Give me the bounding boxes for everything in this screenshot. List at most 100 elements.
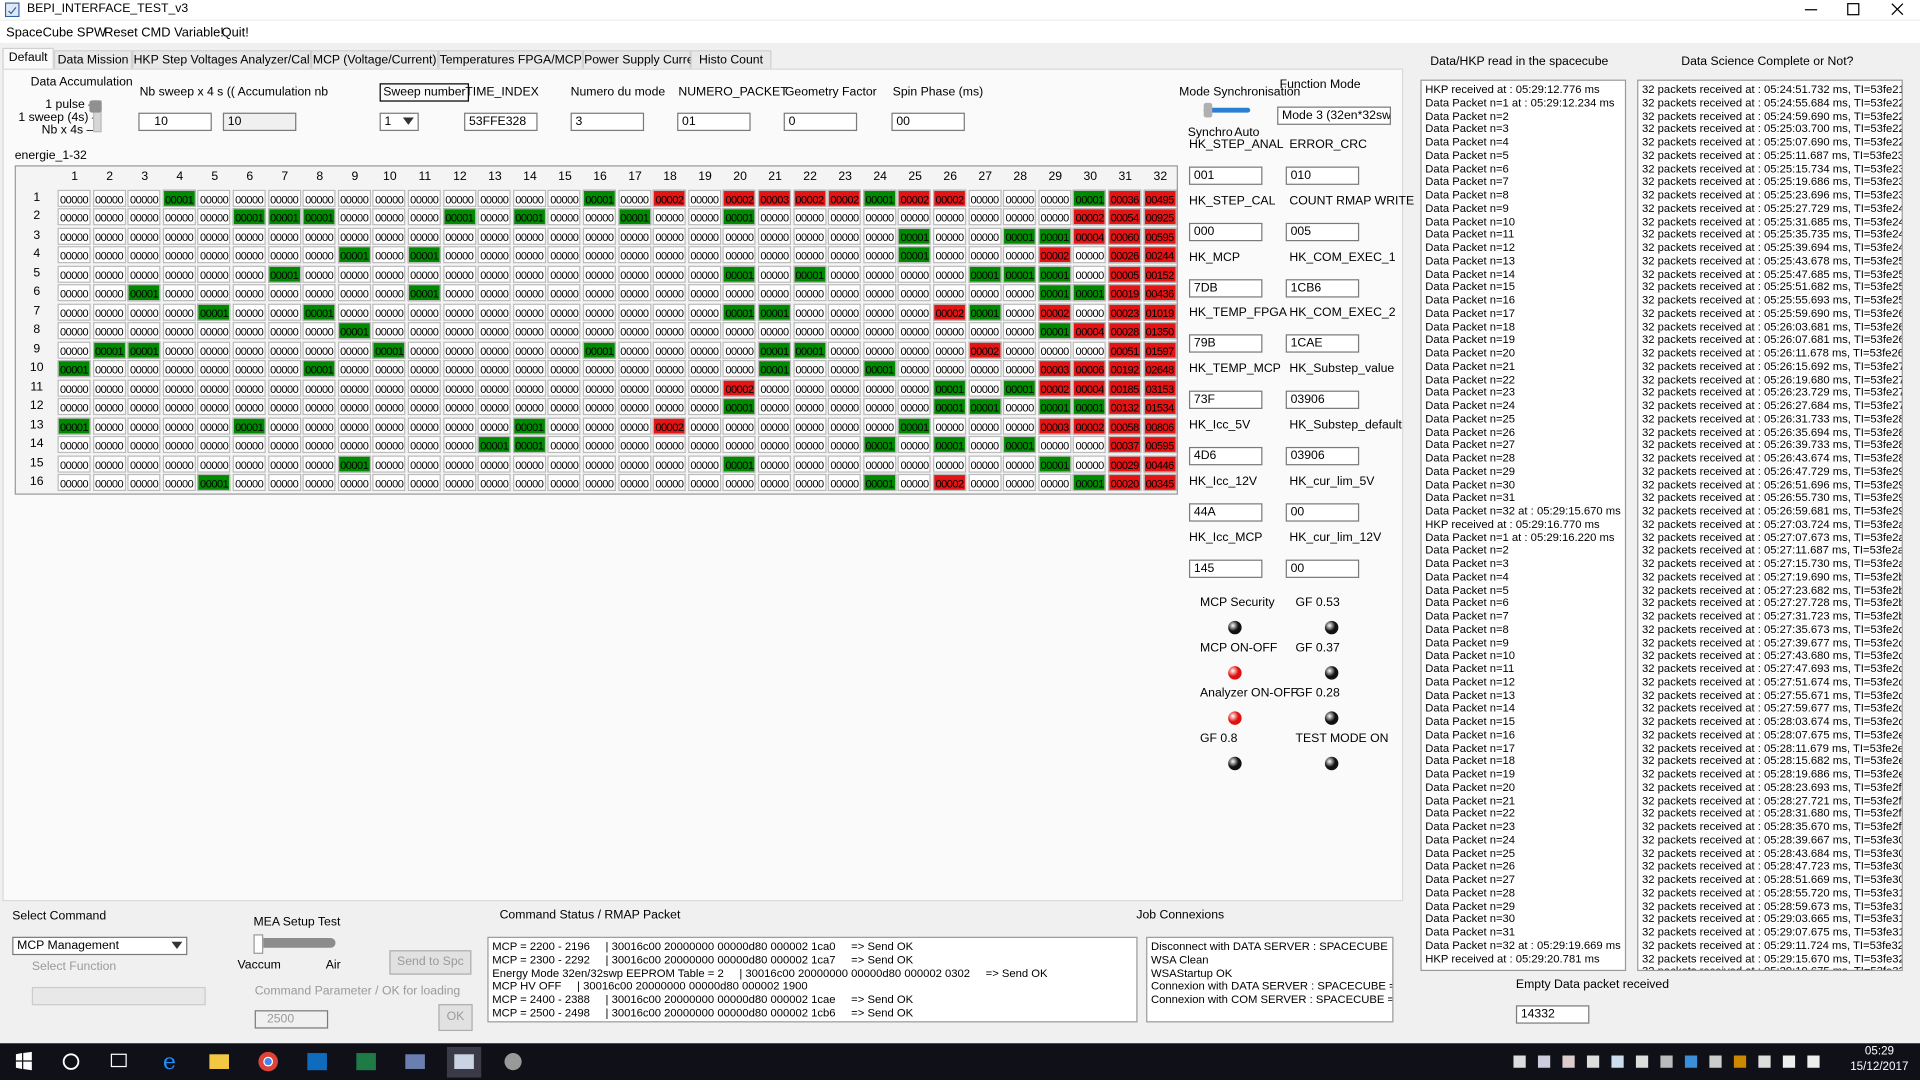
log-line: Data Packet n=30 bbox=[1425, 478, 1516, 491]
grid-cell: 00004 bbox=[1073, 322, 1107, 340]
field[interactable]: 53FFE328 bbox=[464, 112, 538, 132]
grid-cell: 00001 bbox=[898, 227, 932, 245]
grid-cell: 00000 bbox=[477, 360, 511, 378]
log-line: Data Packet n=27 bbox=[1425, 438, 1516, 451]
log-line: 32 packets received at : 05:27:15.730 ms… bbox=[1642, 557, 1903, 570]
grid-cell: 00000 bbox=[722, 322, 756, 340]
menu-item[interactable]: Quit! bbox=[221, 25, 249, 41]
grid-cell: 00000 bbox=[898, 473, 932, 492]
field[interactable]: 0 bbox=[783, 112, 858, 132]
hk-value: 010 bbox=[1285, 166, 1360, 185]
grid-cell: 00000 bbox=[92, 398, 126, 416]
menu-item[interactable]: Reset CMD Variable! bbox=[104, 25, 224, 41]
grid-cell: 00000 bbox=[267, 398, 301, 416]
grid-cell: 00000 bbox=[652, 265, 686, 283]
row-header: 8 bbox=[33, 323, 41, 338]
grid-cell: 00000 bbox=[547, 454, 581, 473]
grid-cell: 00000 bbox=[792, 436, 827, 454]
grid-cell: 00000 bbox=[933, 208, 967, 226]
row-header: 14 bbox=[29, 437, 44, 451]
column-header: 1 bbox=[71, 170, 79, 184]
grid-cell: 00000 bbox=[57, 473, 91, 492]
grid-cell: 00001 bbox=[722, 303, 756, 321]
grid-cell: 00000 bbox=[547, 246, 581, 264]
label: Command Parameter / OK for loading bbox=[254, 984, 461, 998]
grid-cell: 00000 bbox=[57, 189, 91, 207]
grid-cell: 00000 bbox=[792, 398, 827, 416]
log-line: Data Packet n=6 bbox=[1425, 162, 1509, 175]
grid-cell: 00000 bbox=[617, 454, 651, 473]
hk-label: HK_Icc_12V bbox=[1188, 474, 1258, 489]
field[interactable]: 3 bbox=[570, 112, 645, 132]
indicator-label: MCP Security bbox=[1200, 596, 1275, 610]
log-line: Data Packet n=31 bbox=[1425, 491, 1516, 504]
log-line: 32 packets received at : 05:29:07.675 ms… bbox=[1642, 925, 1903, 938]
grid-cell: 00000 bbox=[302, 322, 336, 340]
grid-cell: 00002 bbox=[933, 473, 967, 492]
ok-button[interactable]: OK bbox=[438, 1004, 473, 1032]
grid-cell: 00000 bbox=[162, 398, 196, 416]
field[interactable]: 00 bbox=[891, 112, 965, 132]
log-line: 32 packets received at : 05:29:11.724 ms… bbox=[1642, 938, 1903, 952]
grid-cell: 00000 bbox=[267, 322, 301, 340]
energy-grid: 1 2 3 4 5 6 7 8 9 10 11 12 13 14 15 16 17 18 19 20 21 22 23 24 2… bbox=[14, 165, 1178, 495]
tray-icons[interactable] bbox=[1506, 1048, 1837, 1075]
combo[interactable]: 1 bbox=[379, 112, 419, 132]
grid-cell: 00000 bbox=[933, 454, 967, 473]
send-button[interactable]: Send to Spc bbox=[389, 950, 472, 975]
grid-cell: 00000 bbox=[407, 436, 441, 454]
grid-cell: 00000 bbox=[617, 284, 651, 302]
grid-cell: 00000 bbox=[512, 303, 546, 321]
grid-cell: 00000 bbox=[582, 284, 616, 302]
grid-cell: 00000 bbox=[337, 379, 371, 397]
grid-cell: 00000 bbox=[407, 398, 441, 416]
tab[interactable]: Data Mission bbox=[53, 50, 133, 70]
grid-cell: 00000 bbox=[968, 436, 1002, 454]
slider-thumb[interactable] bbox=[253, 934, 264, 954]
indicator-label: Analyzer ON-OFF bbox=[1200, 686, 1298, 701]
tab[interactable]: HKP Step Voltages Analyzer/Cal bbox=[132, 50, 312, 70]
grid-cell: 00000 bbox=[722, 284, 756, 302]
grid-cell: 00001 bbox=[863, 473, 897, 492]
taskbar-icons[interactable]: e bbox=[0, 1043, 563, 1080]
slider-thumb[interactable] bbox=[1203, 102, 1213, 118]
grid-cell: 00001 bbox=[863, 436, 897, 454]
label: Vaccum bbox=[237, 958, 281, 973]
grid-cell: 00002 bbox=[652, 189, 686, 207]
log-line: 32 packets received at : 05:27:03.724 ms… bbox=[1642, 517, 1903, 530]
menu-item[interactable]: SpaceCube SPW bbox=[6, 25, 107, 41]
grid-cell: 00000 bbox=[1038, 341, 1072, 359]
slider-track[interactable] bbox=[254, 937, 336, 948]
log-line: Data Packet n=12 bbox=[1425, 241, 1516, 254]
tab[interactable]: Power Supply Current bbox=[582, 50, 704, 70]
tab[interactable]: Histo Count bbox=[690, 50, 772, 70]
grid-cell: 00000 bbox=[933, 341, 967, 359]
spinner[interactable]: 2500 bbox=[254, 1010, 329, 1029]
grid-cell: 00001 bbox=[512, 436, 546, 454]
grid-cell: 00000 bbox=[442, 189, 476, 207]
grid-cell: 00000 bbox=[863, 379, 897, 397]
tab[interactable]: MCP (Voltage/Current) bbox=[311, 50, 439, 70]
row-header: 3 bbox=[33, 228, 41, 243]
grid-cell: 00000 bbox=[933, 417, 967, 435]
tab[interactable]: Temperatures FPGA/MCP bbox=[438, 50, 583, 70]
grid-cell: 00001 bbox=[617, 208, 651, 226]
grid-cell: 00000 bbox=[968, 284, 1002, 302]
window-controls[interactable] bbox=[1788, 0, 1920, 20]
field[interactable]: 01 bbox=[677, 112, 751, 132]
log-line: 32 packets received at : 05:27:19.690 ms… bbox=[1642, 570, 1903, 583]
grid-cell: 00000 bbox=[863, 341, 897, 359]
column-header: 8 bbox=[316, 170, 324, 184]
indicator-label: GF 0.37 bbox=[1295, 641, 1340, 656]
slider-thumb[interactable] bbox=[89, 100, 102, 113]
spinner[interactable]: 10 bbox=[138, 112, 212, 132]
tab[interactable]: Default bbox=[2, 47, 54, 70]
slider-track[interactable] bbox=[1203, 107, 1251, 113]
combo[interactable]: MCP Management bbox=[12, 936, 188, 956]
grid-cell: 00000 bbox=[757, 322, 792, 340]
field[interactable]: Mode 3 (32en*32swp) bbox=[1277, 106, 1392, 125]
grid-cell: 00000 bbox=[337, 341, 371, 359]
grid-cell: 00806 bbox=[1143, 417, 1177, 435]
grid-cell: 00000 bbox=[232, 436, 266, 454]
grid-cell: 00000 bbox=[302, 284, 336, 302]
